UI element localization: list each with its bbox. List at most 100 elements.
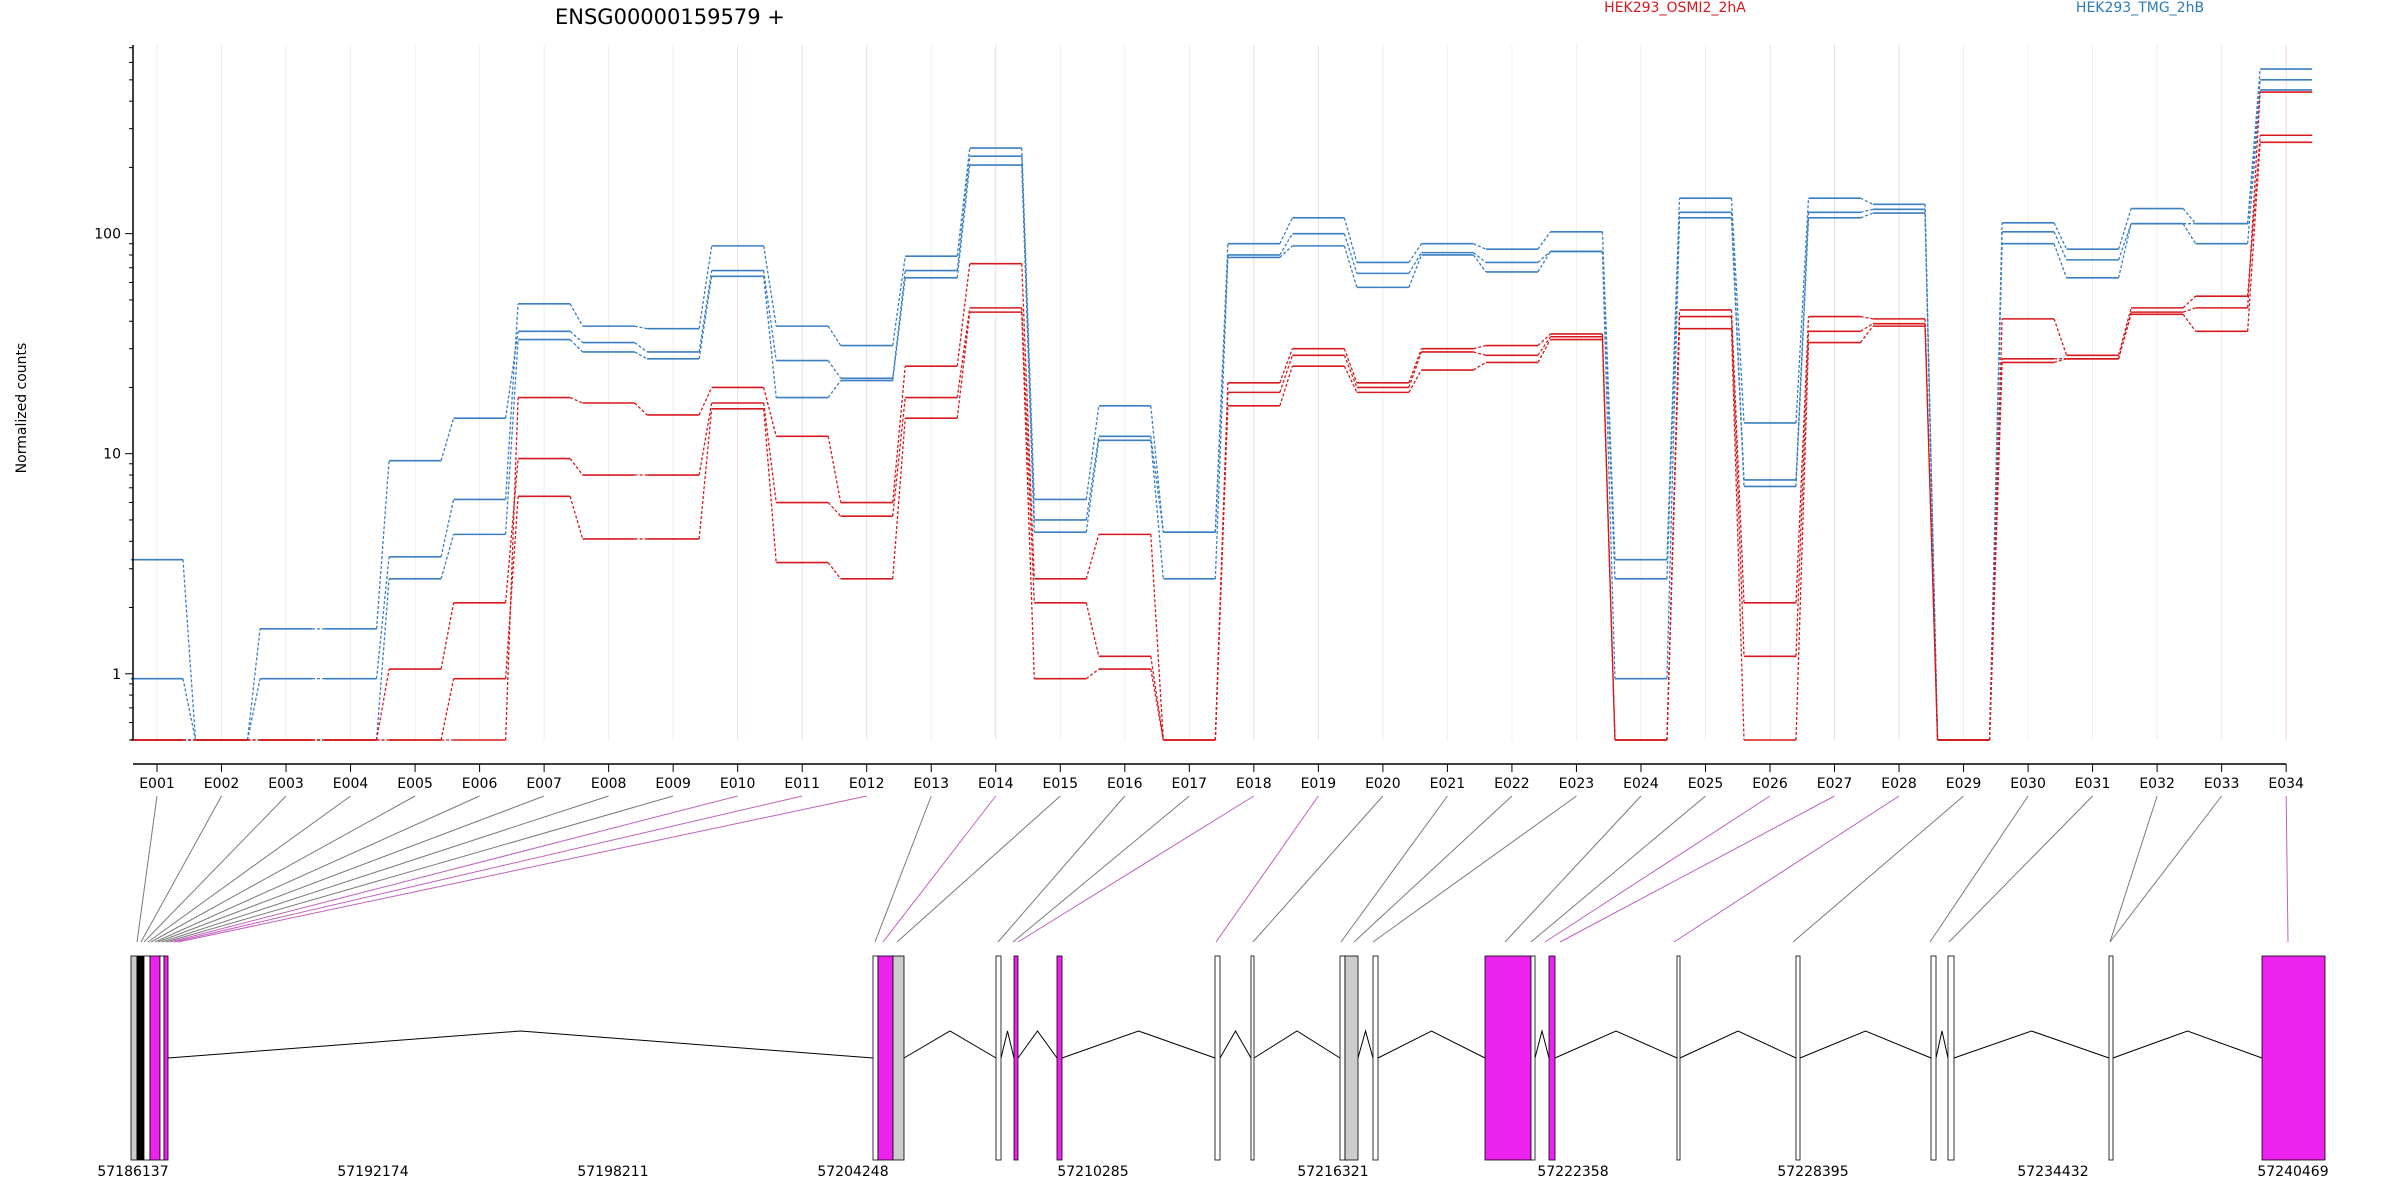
series-connector (763, 276, 777, 398)
exon-mapping-line (136, 795, 158, 943)
series-connector (827, 502, 842, 517)
series-connector (504, 496, 519, 679)
series-connector (1150, 436, 1164, 533)
exon-mapping-line (173, 795, 803, 943)
series-connector (1860, 315, 1874, 320)
series-connector (1537, 251, 1551, 273)
series-connector (827, 562, 842, 580)
series-connector (1408, 348, 1423, 384)
exon-box (995, 955, 1002, 1161)
series-connector (1860, 325, 1874, 343)
x-tick-label-E016: E016 (1107, 776, 1143, 792)
coordinate-label: 57234432 (2017, 1164, 2088, 1180)
series-connector (892, 270, 906, 379)
exon-box (1530, 955, 1536, 1161)
series-connector (440, 499, 455, 557)
series-connector (2182, 223, 2197, 245)
series-connector (956, 263, 971, 367)
series-connector (1537, 339, 1552, 363)
x-tick-label-E010: E010 (720, 776, 756, 792)
exon-box (1484, 955, 1532, 1161)
series-connector (634, 325, 648, 330)
exon-mapping-line (169, 795, 738, 943)
legend-entry-osmi2: HEK293_OSMI2_2hA (1604, 0, 1746, 16)
exon-box (1795, 955, 1801, 1161)
intron-line (1534, 1029, 1550, 1059)
exon-mapping-line (177, 795, 867, 943)
series-blue-1 (131, 79, 2313, 741)
series-connector (1473, 344, 1487, 350)
exon-mapping-line (1340, 795, 1448, 943)
series-connector (1537, 250, 1551, 263)
exon-mapping-line (2285, 795, 2289, 943)
x-tick-label-E018: E018 (1236, 776, 1272, 792)
intron-line (1554, 1030, 1678, 1059)
coordinate-label: 57228395 (1777, 1164, 1848, 1180)
series-connector (1085, 405, 1100, 500)
exon-mapping-line (1948, 795, 2093, 943)
x-tick-label-E031: E031 (2075, 776, 2111, 792)
series-connector (2053, 318, 2068, 356)
series-connector (892, 277, 906, 381)
x-tick-label-E008: E008 (591, 776, 627, 792)
x-tick-label-E026: E026 (1752, 776, 1788, 792)
exon-mapping-line (150, 795, 416, 943)
exon-box (877, 955, 894, 1161)
series-connector (1473, 351, 1487, 356)
exon-mapping-line (1017, 795, 1255, 943)
series-connector (1730, 309, 1745, 603)
exon-gridlines (156, 45, 2287, 740)
series-connector (827, 436, 842, 503)
series-connector (1730, 316, 1745, 657)
x-tick-label-E020: E020 (1365, 776, 1401, 792)
series-connector (827, 325, 842, 346)
x-tick-label-E024: E024 (1623, 776, 1659, 792)
series-connector (1085, 436, 1100, 521)
series-connector (1279, 233, 1293, 256)
series-connector (956, 312, 971, 419)
intron-line (1017, 1030, 1058, 1059)
series-connector (1860, 208, 1874, 213)
intron-line (1219, 1029, 1252, 1059)
x-tick-label-E001: E001 (139, 776, 175, 792)
series-connector (2246, 142, 2261, 332)
series-connector (1408, 254, 1423, 288)
exon-box (130, 955, 138, 1161)
intron-line (903, 1030, 997, 1059)
series-connector (956, 164, 971, 278)
exon-mapping-line (1559, 795, 1835, 943)
series-connector (1214, 405, 1229, 741)
series-connector (375, 668, 390, 741)
series-connector (1343, 245, 1358, 288)
series-connector (1537, 333, 1551, 347)
series-connector (1795, 198, 1810, 423)
series-connector (1085, 440, 1100, 533)
exon-mapping-line (1504, 795, 1642, 943)
y-axis: 1 10 100 (94, 45, 134, 741)
gene-model (130, 955, 2326, 1161)
exon-mapping-line (140, 795, 222, 943)
exon-box (2261, 955, 2326, 1161)
y-tick-label: 10 (103, 447, 121, 463)
series-connector (1343, 355, 1358, 388)
series-connector (763, 402, 777, 503)
series-connector (1601, 336, 1616, 741)
exon-box (1548, 955, 1556, 1161)
exon-mapping-lines (136, 795, 2289, 943)
series-connector (1924, 213, 1939, 741)
series-connector (1279, 355, 1293, 393)
exon-box (163, 955, 169, 1161)
exon-mapping-line (1673, 795, 1900, 943)
series-connector (375, 460, 390, 629)
series-connector (1860, 323, 1874, 332)
x-tick-label-E030: E030 (2010, 776, 2046, 792)
series-connector (1601, 339, 1616, 741)
series-connector (1601, 251, 1616, 679)
x-tick-label-E032: E032 (2139, 776, 2175, 792)
series-connector (440, 418, 455, 461)
series-connector (1730, 198, 1745, 423)
series-connector (1085, 602, 1100, 657)
series-connector (1021, 263, 1035, 579)
exon-box (1344, 955, 1359, 1161)
